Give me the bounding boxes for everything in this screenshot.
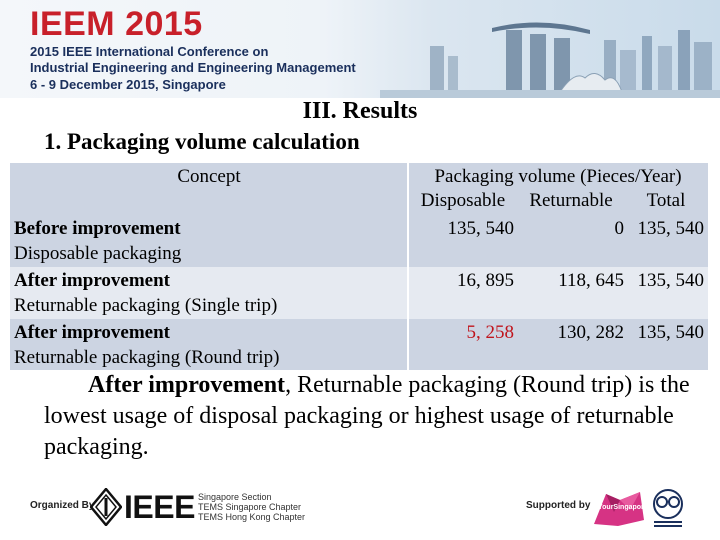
returnable-value: 130, 282 — [557, 322, 625, 343]
total-header: Total — [646, 190, 686, 211]
chapter-item: TEMS Singapore Chapter — [198, 502, 302, 512]
volume-header: Packaging volume (Pieces/Year) — [434, 166, 682, 187]
your-singapore-icon — [594, 492, 644, 526]
row-stage-label: After improvement — [14, 270, 170, 291]
row-packaging-label: Returnable packaging (Single trip) — [14, 295, 278, 316]
table-row: After improvement Returnable packaging (… — [10, 267, 708, 319]
packaging-volume-table: Concept Packaging volume (Pieces/Year) D… — [10, 163, 708, 370]
footer: Organized By IEEE Singapore Section TEMS… — [0, 478, 720, 540]
table-row: Before improvement Disposable packaging … — [10, 215, 708, 267]
total-value: 135, 540 — [637, 322, 705, 343]
conclusion-bold: After improvement — [88, 372, 286, 398]
chapter-item: TEMS Hong Kong Chapter — [198, 512, 306, 522]
conference-name-line-1: 2015 IEEE International Conference on — [30, 44, 269, 59]
chapter-list: Singapore Section TEMS Singapore Chapter… — [198, 492, 305, 522]
disposable-value: 135, 540 — [447, 218, 515, 239]
returnable-value: 118, 645 — [558, 270, 624, 291]
conclusion-body: , Returnable packaging (Round trip) is t… — [44, 372, 690, 460]
total-value: 135, 540 — [637, 270, 705, 291]
row-packaging-label: Disposable packaging — [14, 243, 182, 264]
disposable-value-highlight: 5, 258 — [466, 322, 515, 343]
conference-banner: IEEM 2015 2015 IEEE International Confer… — [0, 0, 720, 98]
volume-header-cell: Packaging volume (Pieces/Year) — [408, 163, 708, 215]
ieee-diamond-icon — [90, 488, 122, 526]
disposable-header: Disposable — [420, 190, 506, 211]
concept-header-cell: Concept — [10, 163, 408, 215]
seal-icon — [653, 489, 683, 527]
concept-header: Concept — [177, 166, 241, 187]
table-row: After improvement Returnable packaging (… — [10, 319, 708, 370]
conclusion-text: After improvement, Returnable packaging … — [44, 370, 694, 463]
sub-title: 1. Packaging volume calculation — [44, 129, 360, 154]
returnable-value: 0 — [614, 218, 625, 239]
disposable-value: 16, 895 — [457, 270, 514, 291]
ieee-wordmark: IEEE — [124, 489, 195, 525]
conference-name-line-2: Industrial Engineering and Engineering M… — [30, 60, 356, 75]
row-stage-label: After improvement — [14, 322, 170, 343]
column-divider — [407, 163, 409, 370]
singapore-skyline-icon — [380, 22, 720, 98]
row-stage-label: Before improvement — [14, 218, 181, 239]
conference-title: IEEM 2015 — [30, 5, 203, 43]
organized-by-label: Organized By — [30, 500, 95, 511]
chapter-item: Singapore Section — [198, 492, 272, 502]
conference-date-location: 6 - 9 December 2015, Singapore — [30, 77, 226, 92]
section-title: III. Results — [302, 98, 418, 124]
returnable-header: Returnable — [529, 190, 613, 211]
row-packaging-label: Returnable packaging (Round trip) — [14, 347, 280, 368]
total-value: 135, 540 — [637, 218, 705, 239]
sponsor-name: YourSingapore — [598, 504, 648, 511]
supported-by-label: Supported by — [526, 500, 591, 511]
